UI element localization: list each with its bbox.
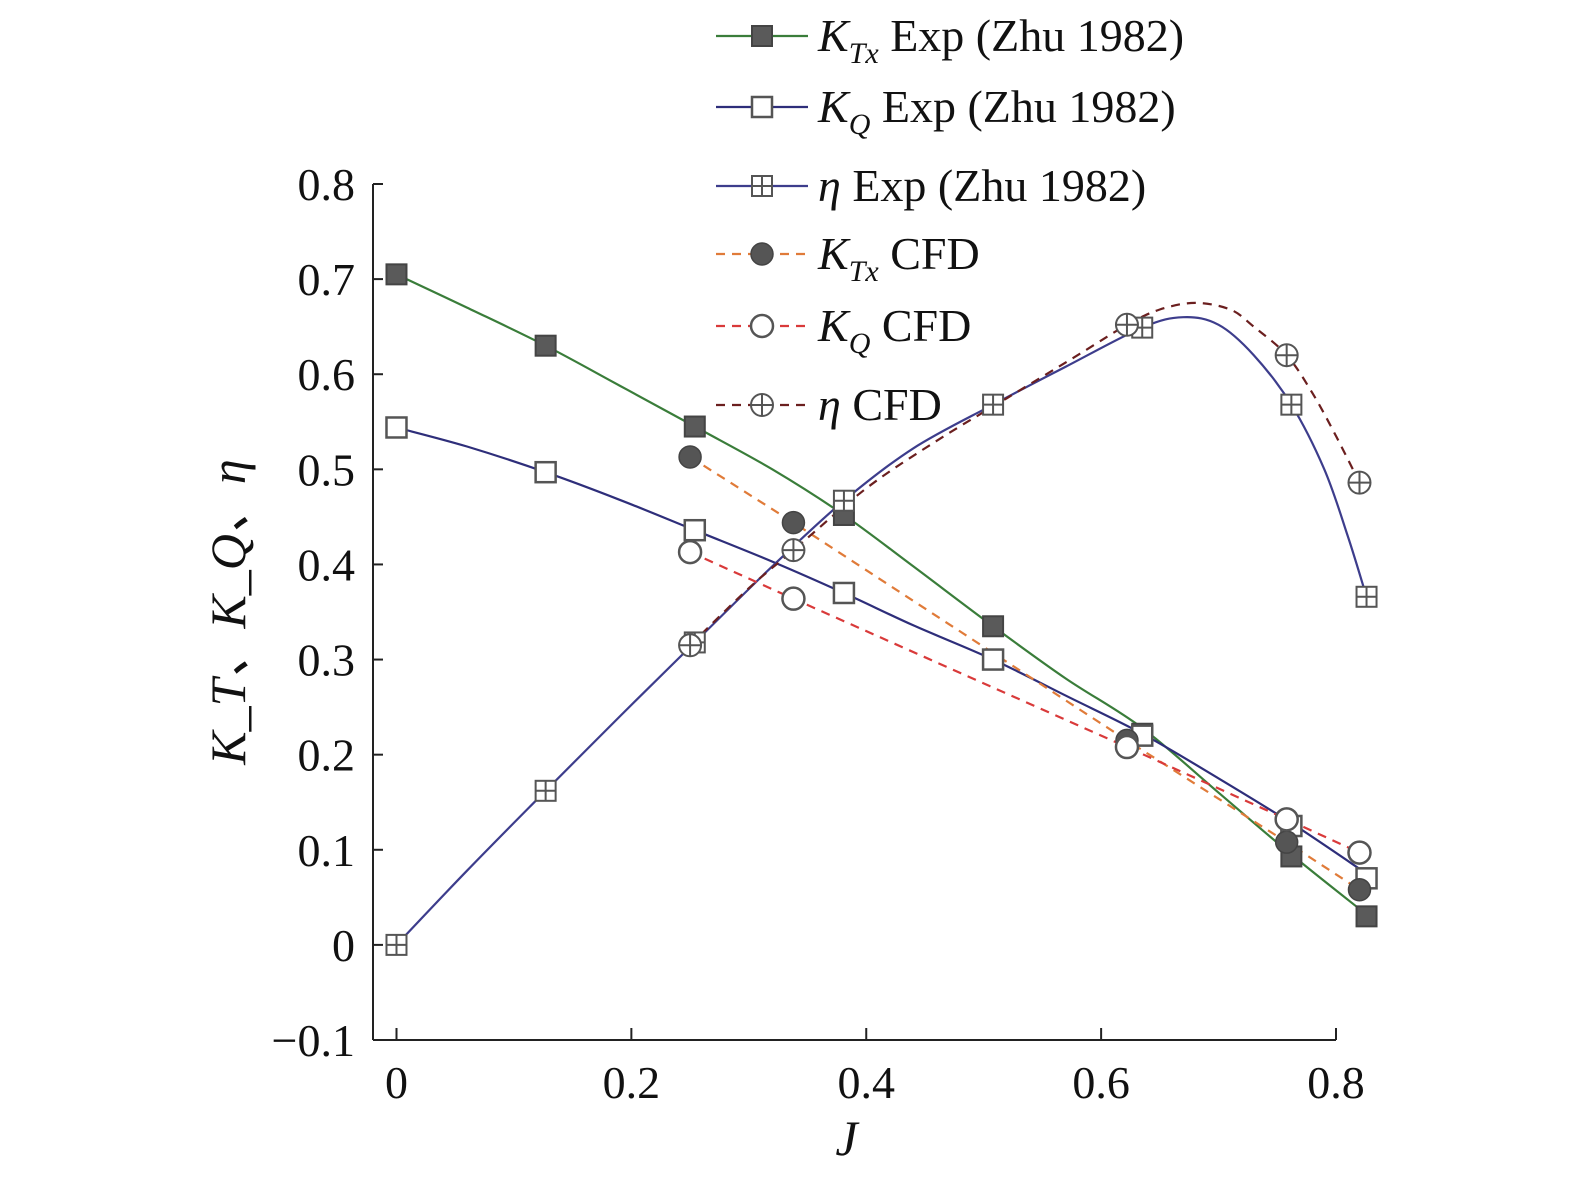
data-point (1347, 470, 1372, 495)
x-tick-label: 0.2 (603, 1057, 661, 1108)
legend-item-0: KTx Exp (Zhu 1982) (716, 10, 1184, 70)
axes: −0.1 0 0.1 0.2 0.3 0.4 0.5 0.6 0.7 0.8 0 0.2 0.4 0.6 0… (200, 159, 1365, 1166)
legend-label: KQ Exp (Zhu 1982) (817, 81, 1176, 141)
data-point (385, 263, 408, 286)
y-tick-label: −0.1 (272, 1015, 355, 1066)
y-tick-label: 0.4 (298, 539, 356, 590)
y-tick-label: 0.3 (298, 635, 356, 686)
data-point (678, 445, 702, 469)
legend-label: KTx CFD (817, 228, 980, 288)
legend-item-5: η CFD (716, 379, 942, 430)
data-point (1114, 734, 1140, 760)
data-point (677, 539, 703, 565)
y-tick-label: 0.7 (298, 254, 356, 305)
series-lines (395, 273, 1368, 946)
data-point (1114, 312, 1139, 337)
data-point (683, 415, 706, 438)
y-axis-title: K_T、K_Q、η (200, 459, 256, 765)
y-tick-label: 0.8 (298, 159, 356, 210)
data-point (832, 489, 855, 512)
legend-label: KQ CFD (817, 300, 971, 360)
series-line-5 (689, 301, 1361, 647)
series-line-4 (689, 551, 1360, 854)
series-points-1 (385, 416, 1378, 890)
data-point (1347, 877, 1372, 902)
data-point (683, 518, 707, 542)
data-point (1355, 905, 1378, 928)
data-point (385, 416, 408, 439)
legend-label: KTx Exp (Zhu 1982) (817, 10, 1184, 70)
data-point (534, 334, 557, 357)
data-point (534, 779, 557, 802)
legend-item-4: KQ CFD (716, 300, 971, 360)
data-point (981, 648, 1005, 671)
series-markers (385, 263, 1378, 956)
series-line-1 (396, 426, 1368, 875)
series-points-5 (678, 312, 1372, 658)
data-point (385, 933, 408, 956)
x-tick-label: 0 (385, 1057, 408, 1108)
data-point (781, 538, 806, 563)
data-point (678, 633, 703, 658)
y-tick-label: 0.6 (298, 349, 356, 400)
data-point (1274, 343, 1299, 368)
legend-swatch-marker (751, 175, 773, 197)
legend-swatch-marker (750, 95, 774, 119)
legend-item-3: KTx CFD (716, 228, 980, 288)
series-line-0 (396, 273, 1368, 916)
legend: KTx Exp (Zhu 1982) KQ Exp (Zhu 1982) η Exp… (716, 10, 1184, 430)
data-point (982, 393, 1005, 416)
x-tick-label: 0.6 (1072, 1057, 1130, 1108)
legend-label: η CFD (818, 379, 942, 430)
legend-swatch-marker (750, 393, 774, 417)
data-point (982, 615, 1005, 638)
data-point (1347, 840, 1372, 865)
legend-swatch-marker (749, 313, 775, 339)
data-point (1355, 585, 1378, 608)
series-points-0 (385, 263, 1378, 928)
y-tick-label: 0 (332, 920, 355, 971)
data-point (534, 460, 557, 484)
x-tick-label: 0.4 (837, 1057, 895, 1108)
legend-label: η Exp (Zhu 1982) (818, 160, 1146, 211)
data-point (781, 510, 806, 535)
series-points-4 (677, 539, 1372, 865)
y-tick-label: 0.1 (298, 825, 356, 876)
legend-item-2: η Exp (Zhu 1982) (716, 160, 1146, 211)
data-point (832, 581, 856, 605)
x-axis-title: J (835, 1110, 860, 1166)
series-layer (385, 263, 1378, 956)
x-tick-label: 0.8 (1307, 1057, 1365, 1108)
legend-swatch-marker (750, 242, 774, 266)
y-tick-label: 0.2 (298, 730, 356, 781)
data-point (1280, 393, 1303, 416)
legend-swatch-marker (751, 25, 773, 47)
data-point (1274, 830, 1299, 854)
y-tick-label: 0.5 (298, 444, 356, 495)
data-point (1274, 807, 1299, 832)
data-point (781, 586, 806, 611)
legend-item-1: KQ Exp (Zhu 1982) (716, 81, 1176, 141)
